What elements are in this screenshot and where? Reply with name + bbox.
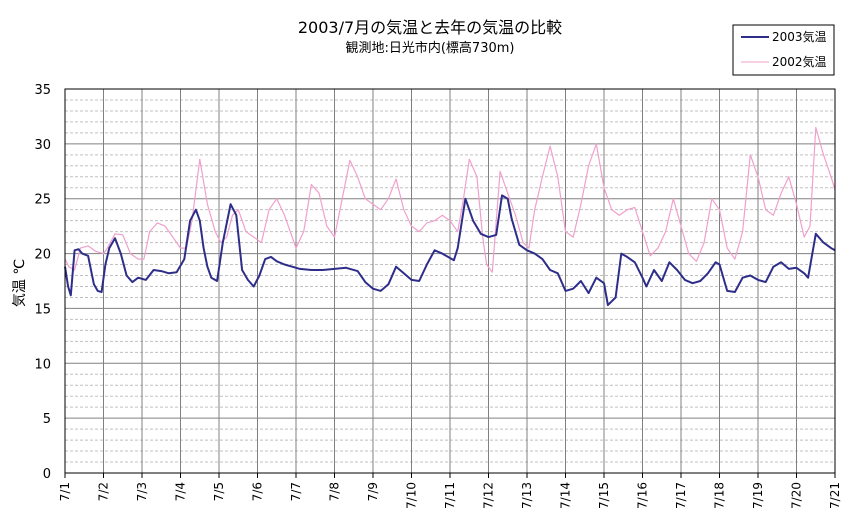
y-tick-label: 15 [34,302,51,317]
x-tick-label: 7/9 [366,482,380,501]
series-line-2003 [64,194,836,307]
x-tick-label: 7/20 [790,482,804,509]
y-axis-ticks: 0 5 10 15 20 25 30 35 [34,83,51,482]
y-tick-label: 0 [43,467,51,482]
y-tick-label: 5 [43,412,51,427]
chart-title: 2003/7月の気温と去年の気温の比較 [298,18,562,37]
x-tick-label: 7/3 [135,482,149,501]
x-tick-label: 7/17 [674,482,688,509]
x-tick-label: 7/4 [174,482,188,501]
y-axis-label: 気温 ℃ [12,259,28,307]
x-tick-label: 7/16 [636,482,650,509]
x-tick-label: 7/15 [597,482,611,509]
x-axis-ticks: 7/1 7/2 7/3 7/4 7/5 7/6 7/7 7/8 7/9 7/10 7/11 7/12 7… [58,473,842,509]
x-tick-label: 7/10 [405,482,419,509]
y-tick-label: 35 [34,83,51,98]
x-tick-label: 7/2 [97,482,111,501]
x-tick-label: 7/5 [212,482,226,501]
grid [65,89,835,473]
y-tick-label: 30 [34,138,51,153]
legend-label-2003: 2003気温 [772,29,827,44]
y-tick-label: 25 [34,193,51,208]
x-tick-label: 7/21 [828,482,842,509]
x-tick-label: 7/18 [713,482,727,509]
x-tick-label: 7/7 [289,482,303,501]
x-tick-label: 7/8 [328,482,342,501]
legend-label-2002: 2002気温 [772,54,827,69]
y-tick-label: 20 [34,248,51,263]
series-layer [64,126,836,307]
y-tick-label: 10 [34,357,51,372]
x-tick-label: 7/19 [751,482,765,509]
x-tick-label: 7/14 [559,482,573,509]
x-tick-label: 7/11 [443,482,457,509]
legend: 2003気温 2002気温 [732,24,835,76]
chart-subtitle: 観測地:日光市内(標高730m) [345,40,514,56]
x-tick-label: 7/12 [482,482,496,509]
x-tick-label: 7/1 [58,482,72,501]
x-tick-label: 7/13 [520,482,534,509]
legend-box [732,24,835,76]
x-tick-label: 7/6 [251,482,265,501]
